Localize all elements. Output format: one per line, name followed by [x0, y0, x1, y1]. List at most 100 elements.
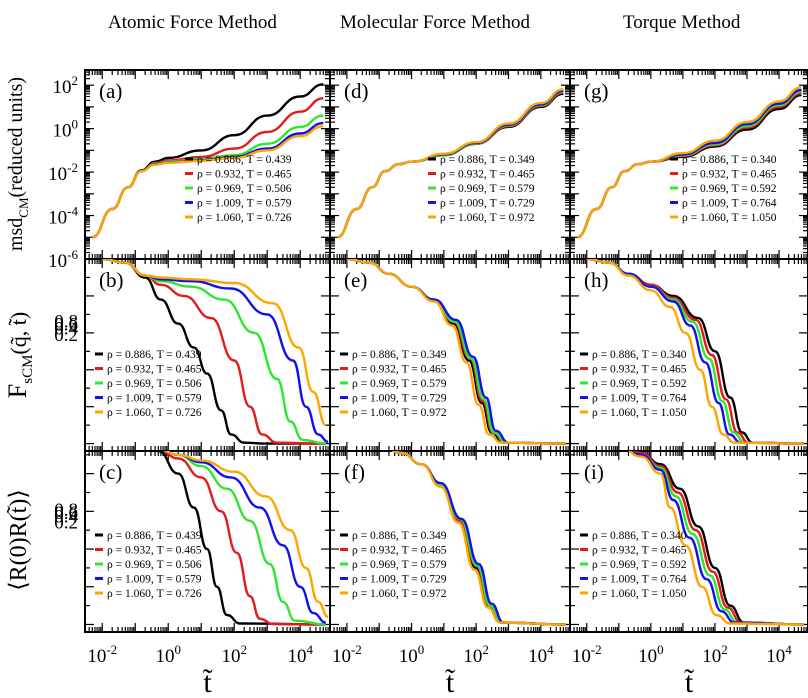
legend-label-h-4: ρ = 1.060, T = 1.050: [592, 407, 687, 419]
series-line-c-1: [162, 451, 326, 626]
y-tick-label: 0.8: [54, 500, 78, 521]
y-tick-label: 0.2: [54, 513, 78, 534]
legend-label-g-1: ρ = 0.932, T = 0.465: [682, 169, 777, 181]
legend-label-i-1: ρ = 0.932, T = 0.465: [592, 545, 687, 557]
legend-label-f-1: ρ = 0.932, T = 0.465: [352, 545, 447, 557]
x-axis-label: t̃: [203, 666, 213, 698]
x-tick-label: 100: [638, 642, 664, 667]
panel-frame-i: [569, 450, 808, 633]
legend-label-e-0: ρ = 0.886, T = 0.349: [352, 349, 447, 361]
legend-label-i-4: ρ = 1.060, T = 1.050: [592, 588, 687, 600]
series-line-b-0: [102, 259, 326, 445]
legend-label-f-3: ρ = 1.009, T = 0.729: [352, 574, 447, 586]
column-title-torque: Torque Method: [623, 12, 741, 33]
series-line-d-4: [336, 88, 564, 239]
y-tick-label: 0.8: [54, 312, 78, 333]
legend-label-i-2: ρ = 0.969, T = 0.592: [592, 559, 687, 571]
x-tick-label: 100: [399, 642, 425, 667]
x-tick-label: 10-2: [87, 642, 117, 667]
series-group-a: [91, 83, 324, 239]
legend-label-b-2: ρ = 0.969, T = 0.506: [107, 378, 202, 390]
legend-label-b-4: ρ = 1.060, T = 0.726: [107, 407, 202, 419]
panel-label-g: (g): [584, 79, 609, 103]
x-tick-label: 102: [702, 642, 728, 667]
series-group-g: [576, 86, 802, 239]
legend-label-a-2: ρ = 0.969, T = 0.506: [197, 183, 292, 195]
legend-label-g-0: ρ = 0.886, T = 0.340: [682, 154, 777, 166]
y-axis-label-msd: msdCM(reduced units): [5, 77, 31, 251]
legend-label-b-0: ρ = 0.886, T = 0.439: [107, 349, 202, 361]
y-tick-label: 10-2: [48, 160, 78, 185]
x-tick-label: 102: [221, 642, 247, 667]
legend-label-a-4: ρ = 1.060, T = 0.726: [197, 212, 292, 224]
x-axis-label: t̃: [445, 666, 455, 698]
legend-label-h-0: ρ = 0.886, T = 0.340: [592, 349, 687, 361]
series-line-c-3: [163, 451, 327, 624]
legend-label-e-1: ρ = 0.932, T = 0.465: [352, 364, 447, 376]
legend-label-c-0: ρ = 0.886, T = 0.439: [107, 530, 202, 542]
x-axis-label: t̃: [684, 666, 694, 698]
series-line-c-0: [151, 451, 326, 626]
y-tick-label: 0.4: [54, 506, 78, 527]
y-axis-label-fs: FsCM(q̃, t̃): [3, 312, 36, 398]
series-line-i-3: [629, 451, 805, 626]
y-tick-label: 0: [69, 0, 79, 5]
series-group-i: [628, 451, 805, 626]
series-line-g-4: [576, 86, 802, 239]
series-group-d: [336, 88, 564, 239]
legend-label-a-0: ρ = 0.886, T = 0.439: [197, 154, 292, 166]
legend-label-e-4: ρ = 1.060, T = 0.972: [352, 407, 447, 419]
series-line-h-4: [586, 259, 805, 445]
y-tick-label: 102: [53, 73, 79, 98]
legend-label-c-4: ρ = 1.060, T = 0.726: [107, 588, 202, 600]
panel-label-e: (e): [344, 268, 367, 292]
y-tick-label: 0.4: [54, 318, 78, 339]
series-line-i-4: [628, 451, 805, 626]
legend-label-h-2: ρ = 0.969, T = 0.592: [592, 378, 687, 390]
legend-label-i-0: ρ = 0.886, T = 0.340: [592, 530, 687, 542]
legend-label-d-2: ρ = 0.969, T = 0.579: [440, 183, 535, 195]
series-line-b-4: [102, 259, 327, 427]
x-tick-label: 102: [463, 642, 489, 667]
legend-label-f-0: ρ = 0.886, T = 0.349: [352, 530, 447, 542]
series-group-f: [391, 451, 567, 626]
panel-label-i: (i): [584, 460, 604, 484]
legend-label-b-3: ρ = 1.009, T = 0.579: [107, 393, 202, 405]
series-group-e: [346, 259, 567, 445]
x-tick-label: 104: [528, 642, 554, 667]
panel-label-c: (c): [99, 460, 122, 484]
y-tick-label: 0.6: [54, 503, 78, 524]
x-tick-label: 104: [766, 642, 792, 667]
series-group-c: [151, 451, 329, 626]
column-title-atomic: Atomic Force Method: [108, 12, 277, 33]
series-line-a-4: [91, 125, 324, 239]
series-group-b: [102, 259, 329, 445]
series-line-i-0: [630, 451, 805, 626]
panel-label-a: (a): [99, 79, 122, 103]
legend-label-c-3: ρ = 1.009, T = 0.579: [107, 574, 202, 586]
legend-label-e-3: ρ = 1.009, T = 0.729: [352, 393, 447, 405]
y-tick-label: 0.2: [54, 325, 78, 346]
column-title-molecular: Molecular Force Method: [340, 12, 530, 33]
legend-label-g-2: ρ = 0.969, T = 0.592: [682, 183, 777, 195]
panel-label-d: (d): [344, 79, 369, 103]
series-group-h: [586, 259, 805, 445]
legend-label-a-3: ρ = 1.009, T = 0.579: [197, 198, 292, 210]
legend-label-c-2: ρ = 0.969, T = 0.506: [107, 559, 202, 571]
legend-label-g-3: ρ = 1.009, T = 0.764: [682, 198, 777, 210]
series-line-f-4: [391, 451, 567, 626]
x-tick-label: 10-2: [572, 642, 602, 667]
series-line-c-2: [163, 451, 326, 626]
legend-label-h-1: ρ = 0.932, T = 0.465: [592, 364, 687, 376]
y-tick-label: 0.6: [54, 314, 78, 335]
series-line-c-4: [163, 451, 329, 619]
y-tick-label: 100: [53, 117, 79, 142]
legend-label-f-2: ρ = 0.969, T = 0.579: [352, 559, 447, 571]
y-tick-label: 0: [69, 0, 79, 5]
legend-label-c-1: ρ = 0.932, T = 0.465: [107, 545, 202, 557]
x-tick-label: 100: [155, 642, 181, 667]
legend-label-d-0: ρ = 0.886, T = 0.349: [440, 154, 535, 166]
panel-label-h: (h): [584, 268, 609, 292]
series-line-i-1: [630, 451, 805, 626]
